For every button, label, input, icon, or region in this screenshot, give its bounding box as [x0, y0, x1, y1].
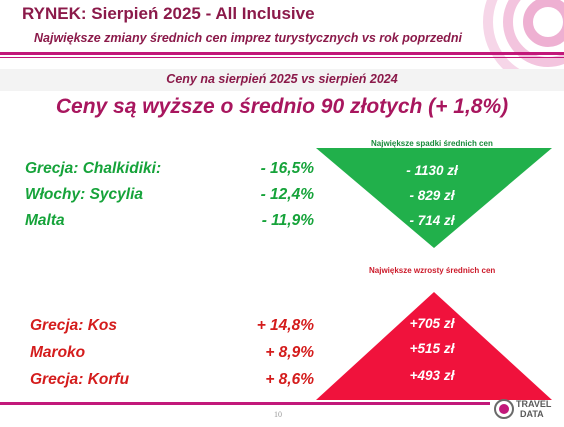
- decrease-label-3: Malta: [25, 212, 65, 229]
- page-number: 10: [274, 410, 282, 419]
- increase-label-1: Grecja: Kos: [30, 317, 118, 334]
- increase-label-3: Grecja: Korfu: [30, 371, 130, 388]
- increase-label-2: Maroko: [30, 344, 86, 361]
- logo-text-top: TRAVEL: [516, 399, 552, 409]
- decrease-pct-1: - 16,5%: [260, 160, 314, 177]
- increases-caption: Największe wzrosty średnich cen: [369, 266, 496, 275]
- slide-title: RYNEK: Sierpień 2025 - All Inclusive: [22, 4, 315, 23]
- increase-pct-3: + 8,6%: [265, 371, 314, 388]
- increase-pct-2: + 8,9%: [265, 344, 314, 361]
- headline: Ceny są wyższe o średnio 90 złotych (+ 1…: [55, 95, 509, 118]
- header-divider: [0, 52, 564, 55]
- comparison-band: [0, 69, 564, 91]
- comparison-band-text: Ceny na sierpień 2025 vs sierpień 2024: [166, 72, 398, 86]
- travel-data-logo-icon: TRAVEL DATA: [494, 399, 552, 419]
- increase-pct-1: + 14,8%: [256, 317, 314, 334]
- footer-divider: [0, 402, 490, 405]
- decrease-label-1: Grecja: Chalkidiki:: [25, 160, 162, 177]
- increases-triangle: [316, 292, 552, 400]
- slide-subtitle: Największe zmiany średnich cen imprez tu…: [34, 31, 462, 45]
- decrease-pct-3: - 11,9%: [261, 212, 314, 229]
- decreases-triangle: [316, 148, 552, 248]
- increase-amount-2: +515 zł: [409, 341, 455, 356]
- increase-amount-3: +493 zł: [409, 368, 455, 383]
- decrease-label-2: Włochy: Sycylia: [25, 186, 144, 203]
- decrease-pct-2: - 12,4%: [260, 186, 314, 203]
- travel-data-logo: TRAVEL DATA: [494, 396, 560, 422]
- decrease-amount-1: - 1130 zł: [406, 163, 458, 178]
- decrease-amount-2: - 829 zł: [409, 188, 455, 203]
- logo-text-bottom: DATA: [520, 409, 544, 419]
- decreases-caption: Największe spadki średnich cen: [371, 139, 493, 148]
- increase-amount-1: +705 zł: [409, 316, 455, 331]
- decorative-circles-graphic: [483, 0, 564, 70]
- decrease-amount-3: - 714 zł: [409, 213, 455, 228]
- header-divider-thin: [0, 57, 564, 58]
